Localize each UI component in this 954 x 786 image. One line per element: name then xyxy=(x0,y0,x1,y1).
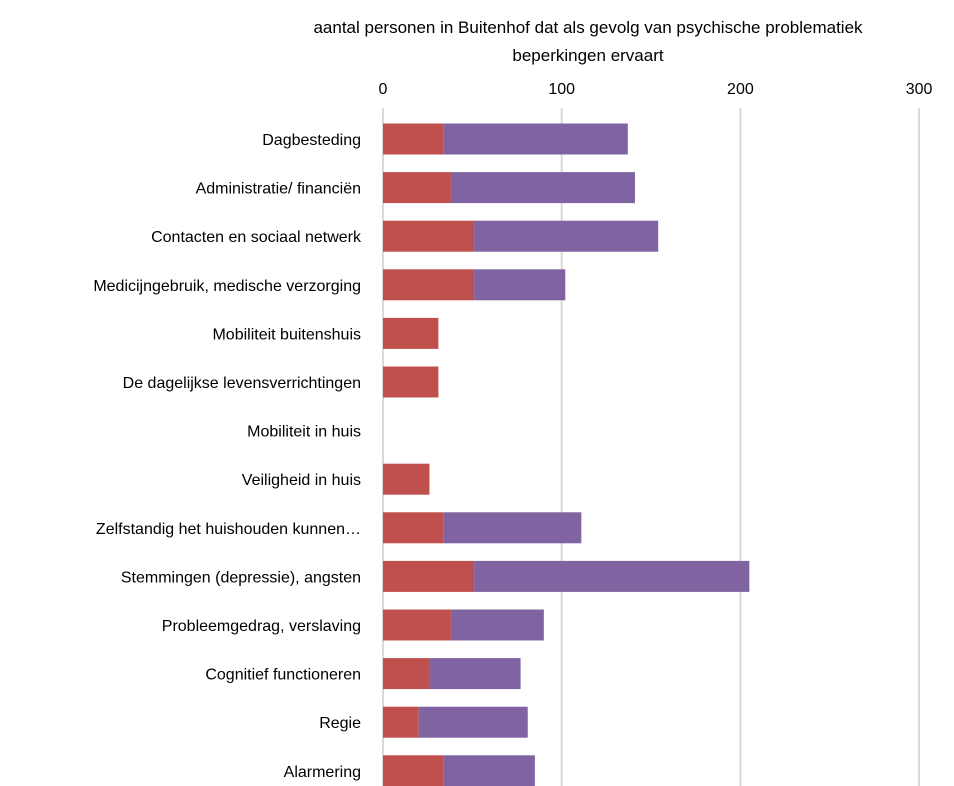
category-label: Dagbesteding xyxy=(262,132,361,149)
bar-segment-series-2 xyxy=(474,269,566,301)
bar-segment-series-2 xyxy=(450,172,635,204)
bar-segment-series-2 xyxy=(429,658,521,690)
bar-segment-series-2 xyxy=(450,609,544,641)
category-label: Cognitief functioneren xyxy=(205,667,361,684)
category-label: De dagelijkse levensverrichtingen xyxy=(123,375,361,392)
category-label: Regie xyxy=(319,715,361,732)
bar-segment-series-2 xyxy=(418,706,528,738)
bar-segment-series-1 xyxy=(383,123,444,155)
bar-segment-series-1 xyxy=(383,269,475,301)
x-tick-label: 0 xyxy=(379,81,388,98)
bar-segment-series-1 xyxy=(383,172,451,204)
bar-segment-series-2 xyxy=(443,755,535,786)
bar-segment-series-2 xyxy=(474,220,659,252)
bar-segment-series-1 xyxy=(383,317,439,349)
bar-segment-series-1 xyxy=(383,560,475,592)
bar-segment-series-1 xyxy=(383,755,444,786)
category-label: Veiligheid in huis xyxy=(242,472,361,489)
category-label: Contacten en sociaal netwerk xyxy=(151,229,362,246)
chart-title-line-1: aantal personen in Buitenhof dat als gev… xyxy=(313,18,863,37)
bar-segment-series-1 xyxy=(383,706,419,738)
chart-title-line-2: beperkingen ervaart xyxy=(512,46,663,65)
category-labels: Dagbesteding Administratie/ financiën Cont… xyxy=(93,132,362,781)
category-label: Zelfstandig het huishouden kunnen… xyxy=(96,521,361,538)
category-label: Probleemgedrag, verslaving xyxy=(162,618,361,635)
category-label: Administratie/ financiën xyxy=(196,181,361,198)
category-label: Medicijngebruik, medische verzorging xyxy=(93,278,361,295)
bar-segment-series-1 xyxy=(383,609,451,641)
category-label: Alarmering xyxy=(284,764,361,781)
bar-segment-series-2 xyxy=(474,560,750,592)
x-tick-label: 100 xyxy=(548,81,575,98)
bar-segment-series-1 xyxy=(383,220,475,252)
bar-segment-series-1 xyxy=(383,366,439,398)
bar-segment-series-1 xyxy=(383,463,430,495)
bars xyxy=(383,123,750,786)
x-tick-labels: 0 100 200 300 xyxy=(379,81,933,98)
bar-segment-series-2 xyxy=(443,512,582,544)
bar-segment-series-2 xyxy=(443,123,628,155)
category-label: Stemmingen (depressie), angsten xyxy=(121,569,361,586)
x-tick-label: 200 xyxy=(727,81,754,98)
category-label: Mobiliteit buitenshuis xyxy=(212,326,361,343)
bar-segment-series-1 xyxy=(383,512,444,544)
category-label: Mobiliteit in huis xyxy=(247,424,361,441)
x-tick-label: 300 xyxy=(906,81,933,98)
bar-segment-series-1 xyxy=(383,658,430,690)
